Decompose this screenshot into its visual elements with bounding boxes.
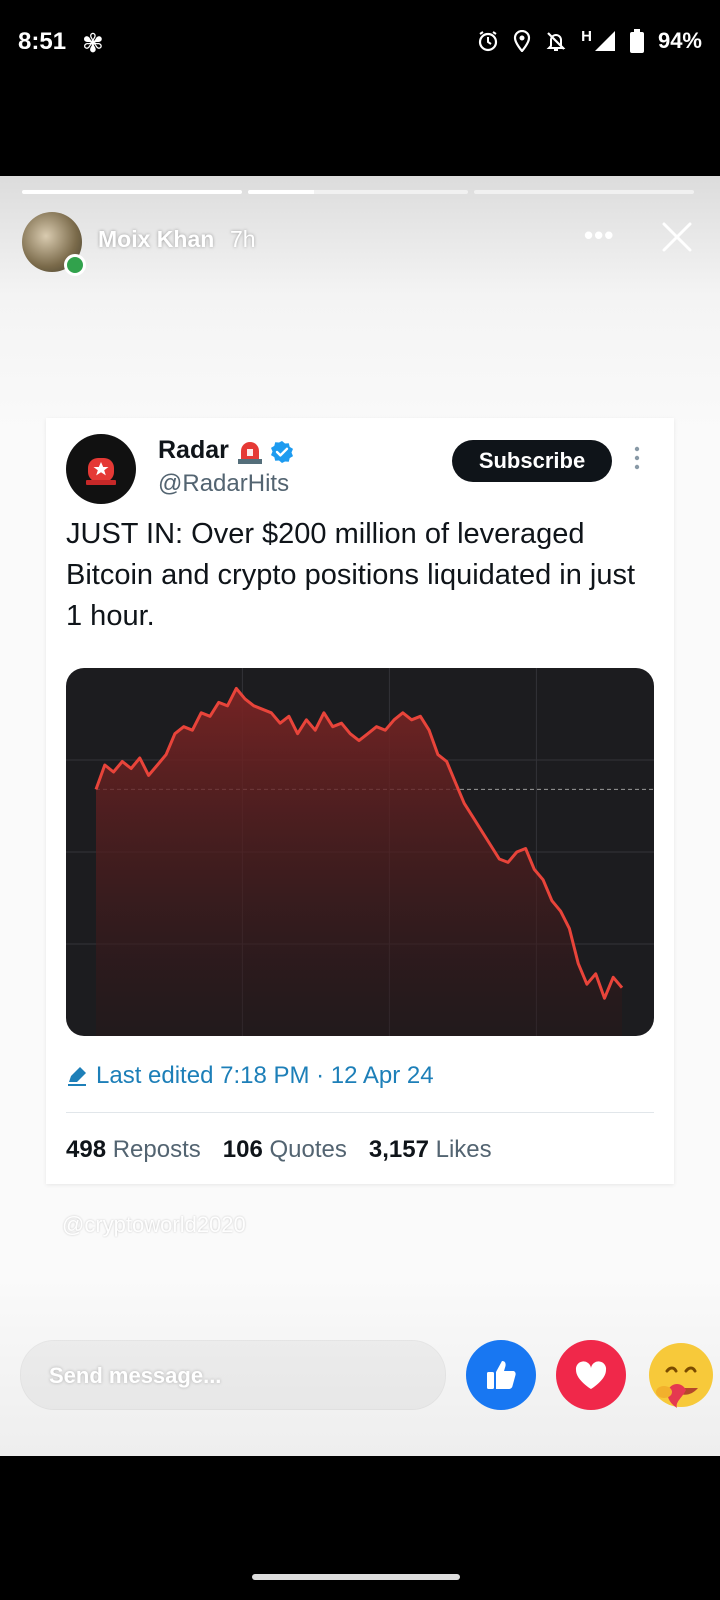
story-user-name[interactable]: Moix Khan xyxy=(98,226,215,252)
quotes-stat[interactable]: 106 Quotes xyxy=(223,1136,347,1164)
bell-off-icon xyxy=(546,32,566,51)
progress-segment xyxy=(474,190,694,194)
location-icon xyxy=(514,30,531,52)
progress-segment xyxy=(248,190,468,194)
story-viewer[interactable]: Moix Khan 7h ••• Radar @RadarHits Subscr… xyxy=(0,176,720,1456)
fan-icon: ✾ xyxy=(82,28,104,58)
like-icon xyxy=(487,1361,516,1389)
tweet-author-name[interactable]: Radar xyxy=(158,436,229,464)
care-emoji-icon xyxy=(649,1343,713,1408)
tweet-card: Radar @RadarHits Subscribe JUST IN: Over… xyxy=(46,418,674,1184)
last-edited[interactable]: Last edited 7:18 PM · 12 Apr 24 xyxy=(66,1062,434,1090)
quotes-label: Quotes xyxy=(269,1136,347,1163)
tweet-stats: 498 Reposts 106 Quotes 3,157 Likes xyxy=(66,1136,492,1164)
last-edited-text: Last edited 7:18 PM · 12 Apr 24 xyxy=(96,1062,434,1089)
divider xyxy=(66,1112,654,1113)
story-time: 7h xyxy=(230,226,256,252)
quotes-count: 106 xyxy=(222,1136,263,1163)
heart-icon xyxy=(575,1361,607,1389)
reposts-count: 498 xyxy=(66,1136,107,1163)
siren-emoji-icon xyxy=(238,442,262,464)
likes-label: Likes xyxy=(435,1136,492,1163)
care-reaction-button[interactable] xyxy=(646,1340,716,1410)
reposts-label: Reposts xyxy=(112,1136,201,1163)
verified-icon xyxy=(271,441,293,463)
likes-count: 3,157 xyxy=(368,1136,429,1163)
story-progress xyxy=(22,190,694,194)
status-time: 8:51 xyxy=(18,28,67,55)
signal-icon xyxy=(594,31,615,51)
radar-avatar[interactable] xyxy=(66,434,136,504)
tweet-handle[interactable]: @RadarHits xyxy=(158,470,290,497)
battery-percent: 94% xyxy=(657,28,702,53)
network-type: H xyxy=(581,27,592,45)
close-icon[interactable] xyxy=(660,220,694,254)
siren-icon xyxy=(86,458,116,485)
reposts-stat[interactable]: 498 Reposts xyxy=(66,1136,201,1164)
send-message-placeholder: Send message... xyxy=(49,1363,222,1388)
alarm-icon xyxy=(479,31,498,52)
battery-icon xyxy=(629,29,644,53)
chart-area xyxy=(96,688,622,1036)
send-message-input[interactable]: Send message... xyxy=(20,1340,446,1410)
progress-segment xyxy=(22,190,242,194)
chart-series-line xyxy=(94,686,624,1000)
subscribe-button[interactable]: Subscribe xyxy=(452,440,612,482)
like-reaction-button[interactable] xyxy=(466,1340,536,1410)
progress-fill xyxy=(22,190,242,194)
home-indicator[interactable] xyxy=(252,1574,460,1580)
online-indicator xyxy=(64,254,86,276)
pencil-icon xyxy=(68,1067,86,1086)
more-options-button[interactable]: ••• xyxy=(584,220,615,250)
status-bar: 8:51 ✾ H 94% xyxy=(0,0,720,90)
tweet-text: JUST IN: Over $200 million of leveraged … xyxy=(66,518,636,632)
status-icons: H 94% xyxy=(477,28,702,54)
kebab-menu-icon[interactable] xyxy=(634,446,640,470)
watermark: @cryptoworld2020 xyxy=(62,1212,246,1237)
price-chart xyxy=(66,668,654,1036)
likes-stat[interactable]: 3,157 Likes xyxy=(369,1136,492,1164)
love-reaction-button[interactable] xyxy=(556,1340,626,1410)
progress-fill xyxy=(248,190,314,194)
chart-svg xyxy=(66,668,654,1036)
